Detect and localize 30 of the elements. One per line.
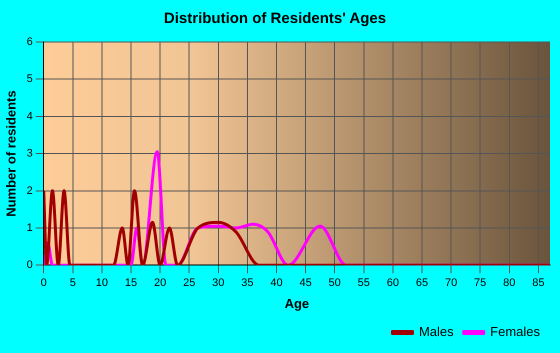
x-axis-title: Age [284, 296, 310, 311]
legend-label: Females [490, 324, 540, 340]
x-tick-label: 55 [358, 276, 370, 289]
x-tick-label: 50 [328, 276, 341, 289]
x-tick-label: 80 [503, 276, 516, 289]
x-tick-label: 25 [183, 276, 196, 289]
y-tick-label: 4 [26, 110, 33, 122]
x-tick-label: 75 [474, 276, 486, 289]
x-tick-label: 35 [241, 276, 254, 289]
y-tick-label: 2 [26, 184, 33, 197]
y-tick-label: 1 [26, 222, 33, 234]
x-tick-label: 5 [70, 276, 76, 289]
x-tick-label: 70 [444, 276, 458, 289]
legend-label: Males [418, 324, 454, 340]
x-tick-label: 40 [270, 276, 283, 289]
y-tick-label: 5 [26, 73, 33, 86]
x-tick-label: 60 [386, 276, 400, 289]
x-tick-label: 10 [96, 276, 108, 289]
x-tick-label: 15 [124, 276, 138, 289]
y-axis-title: Number of residents [3, 90, 18, 217]
x-tick-label: 30 [212, 276, 224, 289]
x-tick-label: 45 [299, 276, 312, 289]
x-tick-label: 20 [154, 276, 166, 289]
x-tick-label: 0 [40, 276, 47, 289]
x-tick-label: 65 [416, 276, 428, 289]
y-tick-label: 6 [26, 36, 33, 48]
y-tick-label: 3 [26, 148, 33, 160]
chart-title: Distribution of Residents' Ages [164, 10, 386, 28]
y-tick-label: 0 [26, 259, 33, 272]
x-tick-label: 85 [532, 276, 544, 289]
